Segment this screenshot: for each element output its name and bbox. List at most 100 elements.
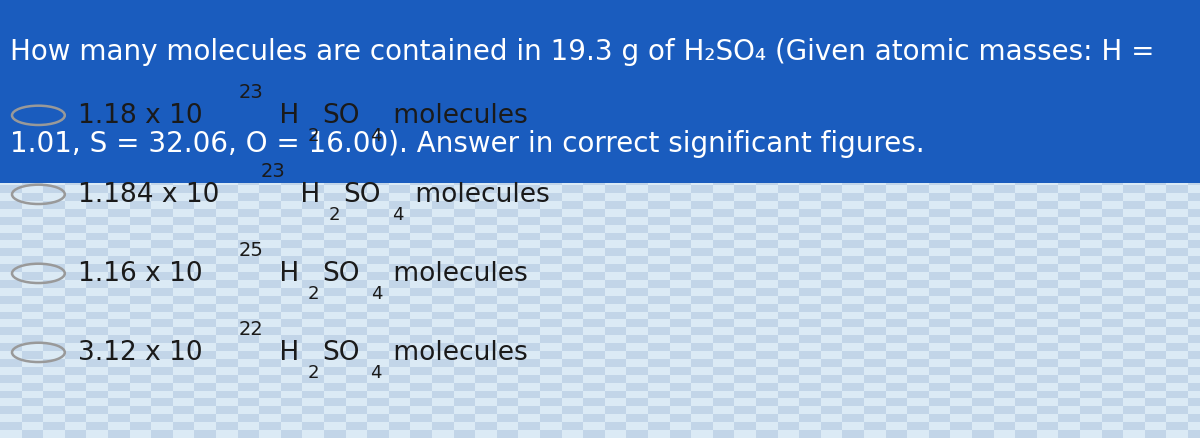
Bar xyxy=(778,83,799,91)
Bar xyxy=(1102,265,1123,272)
Bar xyxy=(367,280,389,288)
Bar xyxy=(907,430,929,438)
Bar xyxy=(173,107,194,115)
Bar xyxy=(324,20,346,28)
Bar xyxy=(259,414,281,422)
Bar xyxy=(886,209,907,217)
Bar xyxy=(972,328,994,336)
Bar xyxy=(1166,162,1188,170)
Bar xyxy=(475,351,497,359)
Bar xyxy=(648,28,670,36)
Bar xyxy=(691,249,713,257)
Bar xyxy=(540,194,562,201)
Bar xyxy=(346,296,367,304)
Bar xyxy=(562,320,583,328)
Bar xyxy=(886,186,907,194)
Bar xyxy=(713,170,734,178)
Bar xyxy=(389,146,410,154)
Bar xyxy=(0,359,22,367)
Bar xyxy=(454,67,475,75)
Bar xyxy=(1037,217,1058,225)
Bar xyxy=(173,115,194,123)
Bar xyxy=(238,296,259,304)
Bar xyxy=(1145,351,1166,359)
Bar xyxy=(86,154,108,162)
Bar xyxy=(929,399,950,406)
Bar xyxy=(605,178,626,186)
Bar xyxy=(821,209,842,217)
Bar xyxy=(1188,91,1200,99)
Bar xyxy=(842,12,864,20)
Bar xyxy=(929,375,950,383)
Bar xyxy=(821,414,842,422)
Bar xyxy=(929,91,950,99)
Bar xyxy=(821,422,842,430)
Text: H: H xyxy=(271,103,299,129)
Bar xyxy=(691,328,713,336)
Bar xyxy=(238,367,259,375)
Bar xyxy=(389,359,410,367)
Bar xyxy=(43,75,65,83)
Bar xyxy=(259,36,281,44)
Bar xyxy=(43,422,65,430)
Bar xyxy=(151,359,173,367)
Bar xyxy=(886,115,907,123)
Bar xyxy=(648,44,670,52)
Bar xyxy=(907,83,929,91)
Bar xyxy=(1080,320,1102,328)
Bar xyxy=(86,91,108,99)
Bar xyxy=(259,0,281,4)
Bar xyxy=(1058,36,1080,44)
Bar xyxy=(1145,4,1166,12)
Bar xyxy=(324,406,346,414)
Bar xyxy=(583,367,605,375)
Bar xyxy=(367,217,389,225)
Bar xyxy=(475,4,497,12)
Bar xyxy=(648,414,670,422)
Bar xyxy=(886,75,907,83)
Bar xyxy=(1037,328,1058,336)
Bar xyxy=(1058,304,1080,312)
Bar xyxy=(929,336,950,343)
Bar xyxy=(605,304,626,312)
Bar xyxy=(864,375,886,383)
Bar xyxy=(994,178,1015,186)
Bar xyxy=(605,99,626,107)
Bar xyxy=(130,265,151,272)
Bar xyxy=(302,146,324,154)
Bar xyxy=(43,67,65,75)
Bar xyxy=(259,194,281,201)
Bar xyxy=(929,406,950,414)
Bar xyxy=(151,312,173,320)
Bar xyxy=(281,91,302,99)
Bar xyxy=(605,351,626,359)
Bar xyxy=(713,312,734,320)
Bar xyxy=(108,107,130,115)
Bar xyxy=(562,406,583,414)
Bar xyxy=(194,225,216,233)
Bar xyxy=(886,351,907,359)
Bar xyxy=(886,265,907,272)
Bar xyxy=(994,359,1015,367)
Bar xyxy=(540,241,562,249)
Bar xyxy=(43,399,65,406)
Bar xyxy=(410,328,432,336)
Bar xyxy=(562,296,583,304)
Bar xyxy=(432,399,454,406)
Bar xyxy=(670,406,691,414)
Bar xyxy=(994,241,1015,249)
Bar xyxy=(626,99,648,107)
Bar xyxy=(43,162,65,170)
Bar xyxy=(713,60,734,67)
Bar xyxy=(518,272,540,280)
Bar xyxy=(22,304,43,312)
Bar xyxy=(259,391,281,399)
Bar xyxy=(259,225,281,233)
Bar xyxy=(670,312,691,320)
Bar xyxy=(821,123,842,131)
Bar xyxy=(1037,367,1058,375)
Bar xyxy=(518,422,540,430)
Bar xyxy=(929,20,950,28)
Bar xyxy=(842,107,864,115)
Bar xyxy=(302,201,324,209)
